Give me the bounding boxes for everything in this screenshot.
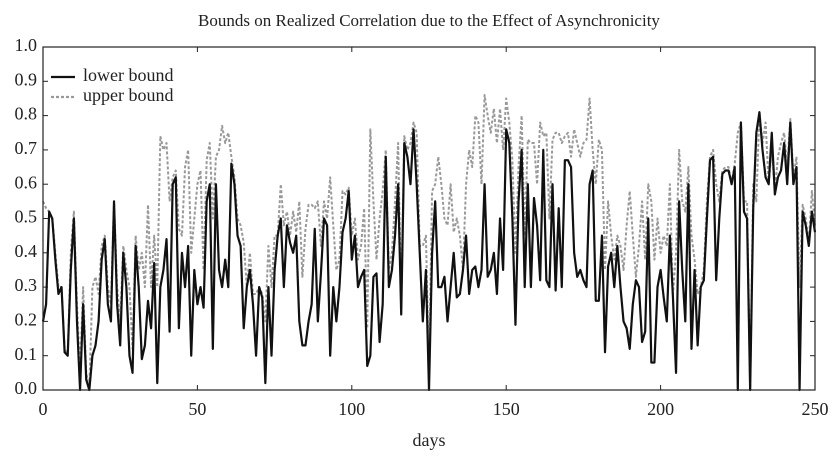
y-tick-label: 0.9: [15, 69, 38, 89]
y-tick-label: 0.2: [15, 310, 38, 330]
y-tick-label: 0.1: [15, 344, 38, 364]
y-tick-label: 0.0: [15, 378, 38, 398]
y-tick-label: 0.5: [15, 207, 38, 227]
y-tick-label: 0.7: [15, 138, 38, 158]
legend-label: upper bound: [83, 85, 173, 105]
legend-label: lower bound: [83, 65, 173, 85]
y-tick-label: 0.8: [15, 104, 38, 124]
x-tick-label: 0: [39, 399, 48, 419]
x-tick-label: 100: [338, 399, 365, 419]
y-tick-label: 0.6: [15, 172, 38, 192]
y-tick-label: 1.0: [15, 35, 38, 55]
x-tick-label: 250: [802, 399, 829, 419]
y-tick-label: 0.4: [15, 241, 38, 261]
x-axis-label: days: [413, 430, 446, 450]
x-tick-label: 50: [188, 399, 206, 419]
y-tick-label: 0.3: [15, 275, 38, 295]
chart-title: Bounds on Realized Correlation due to th…: [198, 11, 660, 30]
x-tick-label: 150: [493, 399, 520, 419]
x-tick-label: 200: [647, 399, 674, 419]
plot-frame: [42, 46, 816, 391]
